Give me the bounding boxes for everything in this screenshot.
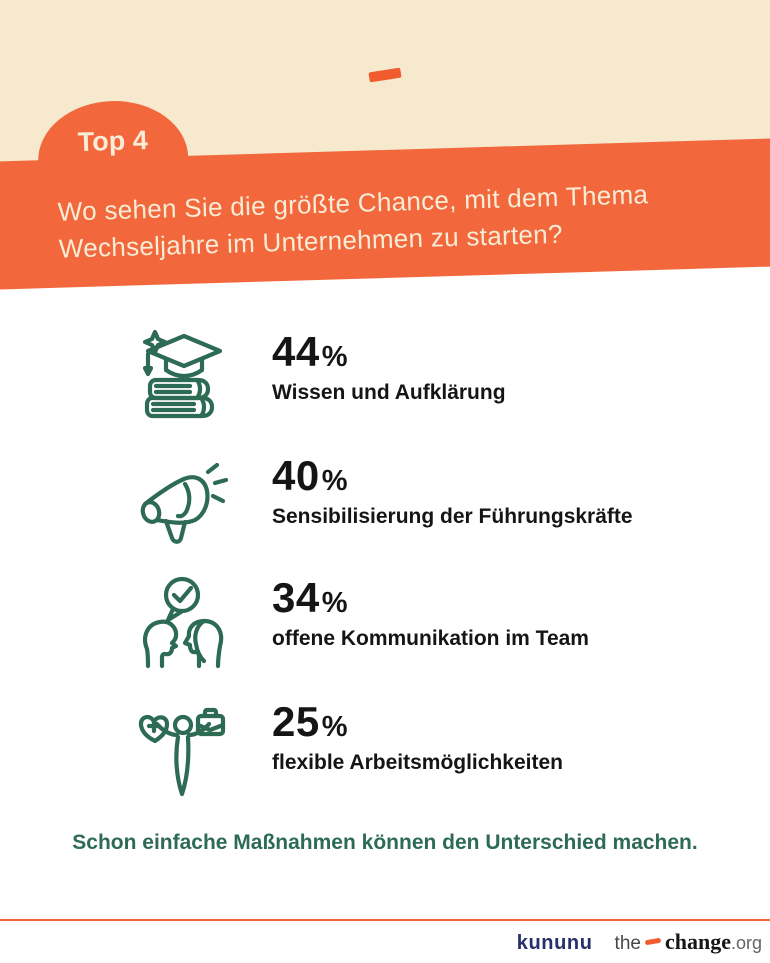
- stat-value-row4: 25 %: [272, 700, 563, 744]
- question-banner: Top 4 Wo sehen Sie die größte Chance, mi…: [0, 98, 770, 290]
- kununu-logo: kununu: [516, 932, 593, 954]
- stat-row-kommunikation: 34 % offene Kommunikation im Team: [134, 574, 589, 670]
- logo-the-text: the: [614, 933, 641, 954]
- team-communication-icon: [134, 574, 230, 670]
- stat-value-row1: 44 %: [272, 330, 506, 374]
- percent-sign: %: [321, 711, 348, 743]
- survey-question: Wo sehen Sie die größte Chance, mit dem …: [57, 176, 650, 267]
- stat-percentage: 44: [272, 328, 320, 375]
- footer-logos: kununu the change .org: [517, 929, 762, 955]
- percent-sign: %: [321, 587, 348, 619]
- closing-statement: Schon einfache Maßnahmen können den Unte…: [72, 831, 698, 854]
- stat-row-wissen: 44 % Wissen und Aufklärung: [134, 328, 506, 424]
- stat-value-row3: 34 %: [272, 576, 589, 620]
- stat-row-flexibilitaet: 25 % flexible Arbeitsmöglichkeiten: [134, 698, 563, 802]
- percent-sign: %: [321, 465, 348, 497]
- stat-percentage: 34: [272, 574, 320, 621]
- stat-value-row2: 40 %: [272, 454, 633, 498]
- percent-sign: %: [321, 341, 348, 373]
- stat-label-row3: offene Kommunikation im Team: [272, 627, 589, 650]
- stat-label-row2: Sensibilisierung der Führungskräfte: [272, 505, 633, 528]
- the-change-org-logo: the change .org: [615, 929, 762, 955]
- stat-percentage: 40: [272, 452, 320, 499]
- graduation-books-icon: [134, 328, 230, 424]
- stat-percentage: 25: [272, 698, 320, 745]
- stat-label-row4: flexible Arbeitsmöglichkeiten: [272, 751, 563, 774]
- megaphone-icon: [134, 452, 230, 548]
- logo-dash-icon: [644, 937, 662, 946]
- stat-row-sensibilisierung: 40 % Sensibilisierung der Führungskräfte: [134, 452, 633, 548]
- logo-change-text: change: [664, 929, 731, 954]
- footer-divider: [0, 919, 770, 921]
- logo-org-text: .org: [730, 933, 762, 953]
- stat-label-row1: Wissen und Aufklärung: [272, 381, 506, 404]
- work-life-balance-icon: [134, 698, 230, 802]
- top4-badge-label: Top 4: [77, 125, 149, 158]
